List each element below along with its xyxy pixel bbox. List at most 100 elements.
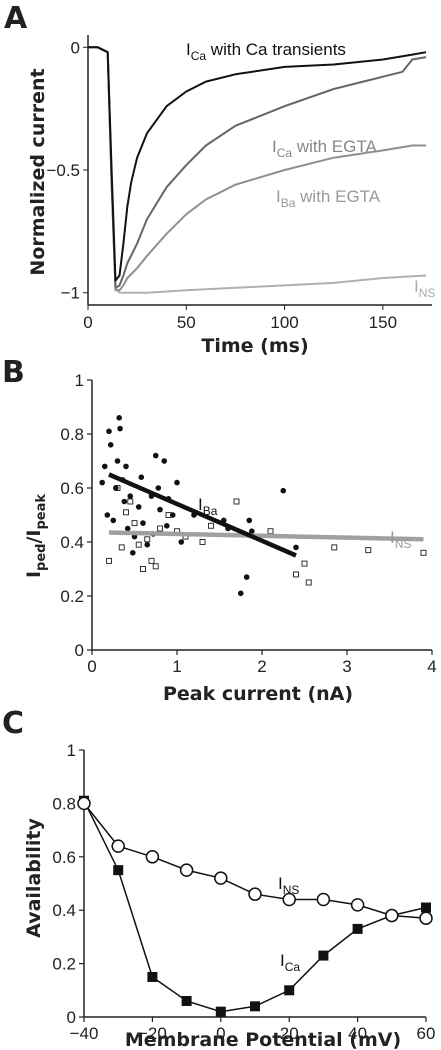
panel-b-iba-point: [106, 428, 112, 435]
panel-b-ins-point: [233, 498, 240, 505]
panel-c-ica-line: [83, 800, 427, 1013]
panel-a-label-iba-egta-sub: Ba: [281, 196, 296, 210]
panel-c-ins-point: [179, 863, 194, 877]
panel-b-iba-point: [243, 574, 250, 580]
panel-b-ins-point: [152, 563, 159, 570]
panel-b-iba-point: [249, 528, 255, 534]
panel-c-x-tick-label: 0: [216, 1024, 225, 1043]
panel-b-y-tick-label: 0: [75, 641, 84, 660]
panel-a-x-tick-label: 0: [83, 313, 92, 332]
panel-b-ins-point: [305, 579, 312, 586]
panel-b-iba-point: [99, 479, 105, 486]
panel-b-label-iba-main: I: [198, 495, 203, 514]
panel-b-iba-point: [178, 539, 185, 545]
panel-b-y-tick-label: 0.6: [60, 479, 84, 498]
panel-b-ins-point: [420, 549, 427, 556]
panel-c-label-ins-sub: NS: [283, 883, 300, 897]
panel-c-ylabel: Availability: [23, 818, 45, 938]
panel-a-y-tick-label: −0.5: [46, 161, 80, 180]
panel-c-xlabel: Membrane Potential (mV): [125, 1029, 401, 1050]
panel-c-ica-point: [113, 865, 124, 876]
panel-c-label-ins: INS: [278, 874, 299, 897]
panel-b-iba-point: [161, 458, 168, 464]
panel-c-ica-point: [250, 1001, 260, 1012]
panel-b-ins-point: [106, 557, 112, 564]
panel-a-label-ica-transients-main: I: [186, 40, 191, 59]
panel-c-y-tick-label: 1: [67, 741, 76, 760]
panel-b-iba-fit-line: [108, 472, 297, 558]
panel-a-label-iba-egta: IBa with EGTA: [276, 187, 381, 210]
panel-b-ins-point: [144, 536, 151, 543]
panel-b-iba-point: [116, 415, 122, 421]
panel-b-iba-point: [237, 590, 244, 597]
panel-c-ins-point: [282, 892, 296, 907]
panel-b-ins-point: [267, 528, 274, 535]
panel-b-label-ins: INS: [390, 528, 411, 551]
panel-c-y-tick-label: 0.2: [52, 955, 76, 974]
panel-c-ica-point: [147, 971, 158, 982]
panel-b-ins-fit-line: [108, 530, 424, 542]
panel-c-ins-line: [83, 802, 427, 919]
panel-a-ylabel: Normalized current: [27, 68, 49, 275]
panel-b-ins-point: [140, 566, 146, 572]
panel-b-ins-point: [293, 571, 299, 578]
panel-c-label-ins-main: I: [278, 874, 283, 893]
panel-b-ins-point: [365, 547, 372, 554]
panel-c-ica-point: [421, 902, 431, 913]
panel-b-x-tick-label: 4: [427, 657, 436, 676]
panel-a-label-ica-transients: ICa with Ca transients: [186, 40, 346, 63]
panel-b-iba-point: [293, 544, 299, 551]
panel-a: A Normalized current Time (ms) 0 50 100 150…: [4, 1, 435, 357]
panel-b-iba-point: [155, 485, 162, 491]
panel-b-ylabel-slash: /I: [23, 530, 45, 544]
panel-c-y-tick-label: 0.8: [52, 794, 76, 813]
panel-b-label-iba-sub: Ba: [203, 504, 218, 518]
panel-a-label-ins-main: I: [414, 277, 419, 296]
panel-c-y-tick-label: 0: [67, 1008, 76, 1027]
panel-b-y-tick-label: 1: [75, 371, 84, 390]
panel-a-label-iba-egta-main: I: [276, 187, 281, 206]
panel-c: C Availability Membrane Potential (mV) −…: [2, 706, 435, 1050]
panel-b-ins-point: [148, 557, 155, 564]
panel-b-iba-point: [123, 463, 129, 470]
panel-a-label-ica-egta: ICa with EGTA: [272, 137, 377, 160]
panel-a-label-ica-egta-rest: with EGTA: [292, 137, 377, 156]
panel-a-label-ins-sub: NS: [419, 286, 436, 300]
panel-b-iba-point: [127, 493, 134, 499]
panel-c-ica-point: [284, 985, 295, 996]
panel-c-x-tick-label: 40: [348, 1024, 367, 1043]
panel-b-x-tick-label: 3: [342, 657, 351, 676]
panel-a-series-line: [88, 46, 427, 282]
panel-a-x-tick-label: 50: [177, 313, 196, 332]
panel-c-label-ica-main: I: [280, 951, 285, 970]
panel-a-y-tick-label: 0: [71, 38, 80, 57]
panel-c-ins-point: [419, 911, 433, 925]
panel-b-ins-point: [123, 509, 129, 516]
panel-a-xlabel: Time (ms): [201, 335, 308, 357]
panel-b: B Iped/Ipeak Peak current (nA) 0 1 2 3 4 0 0.2…: [2, 355, 437, 705]
panel-a-series-line: [88, 46, 427, 289]
panel-c-ins-point: [350, 898, 365, 912]
panel-b-iba-point: [101, 463, 108, 470]
panel-b-iba-point: [107, 442, 114, 448]
panel-c-label-ica-sub: Ca: [285, 960, 301, 974]
panel-a-x-tick-label: 100: [270, 313, 298, 332]
panel-b-x-tick-label: 1: [172, 657, 181, 676]
panel-b-ins-point: [331, 544, 338, 551]
panel-b-y-tick-label: 0.2: [60, 587, 84, 606]
panel-c-x-tick-label: 20: [280, 1024, 299, 1043]
panel-b-iba-point: [164, 523, 170, 529]
panel-c-ica-point: [318, 950, 329, 961]
panel-b-label-ins-main: I: [390, 528, 395, 547]
panel-c-ins-point: [316, 892, 331, 907]
panel-b-iba-point: [124, 525, 131, 532]
panel-c-ica-point: [181, 995, 192, 1006]
panel-b-ylabel-i: I: [23, 571, 45, 578]
panel-b-ins-point: [157, 525, 163, 532]
panel-b-ins-point: [127, 498, 134, 505]
panel-b-iba-point: [121, 498, 128, 505]
panel-b-iba-point: [144, 541, 151, 548]
panel-a-series-line: [88, 46, 427, 294]
panel-a-label-ica-egta-main: I: [272, 137, 277, 156]
panel-b-iba-point: [169, 512, 176, 518]
